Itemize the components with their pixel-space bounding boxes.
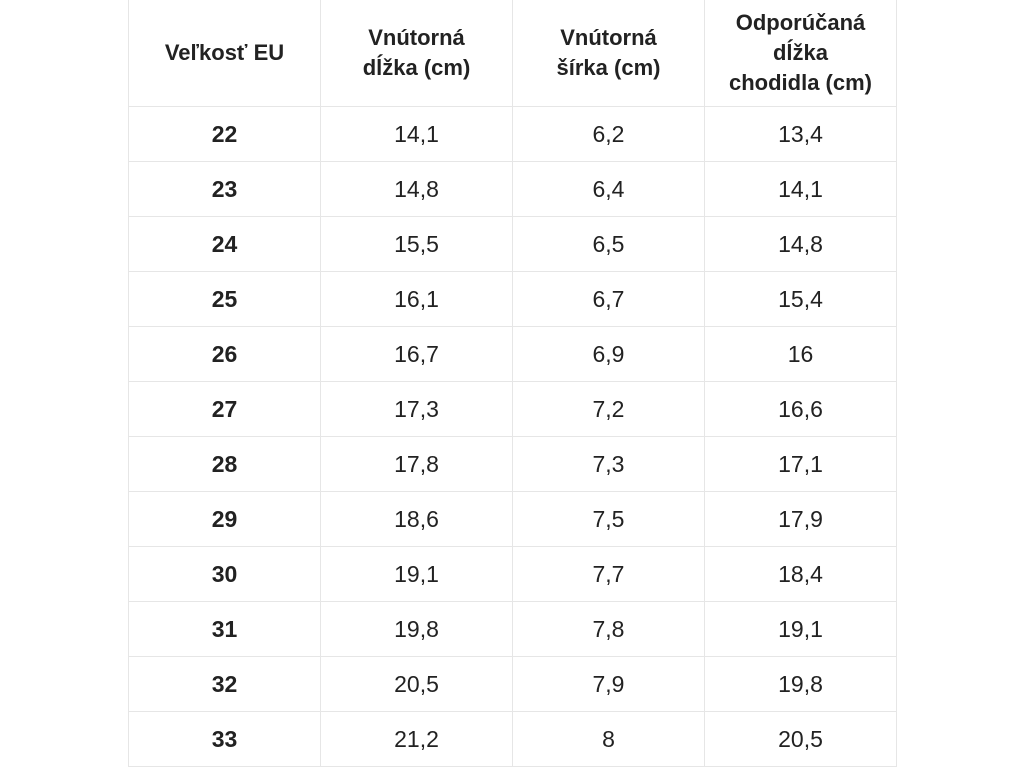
size-cell: 31: [128, 601, 321, 657]
value-cell: 19,1: [320, 546, 513, 602]
table-row: 29 18,6 7,5 17,9: [128, 491, 897, 547]
value-cell: 19,8: [320, 601, 513, 657]
size-table: Veľkosť EU Vnútorná dĺžka (cm) Vnútorná šírk…: [128, 0, 897, 767]
value-cell: 17,3: [320, 381, 513, 437]
value-cell: 15,5: [320, 216, 513, 272]
table-row: 31 19,8 7,8 19,1: [128, 601, 897, 657]
value-cell: 8: [512, 711, 705, 767]
value-cell: 6,4: [512, 161, 705, 217]
value-cell: 16: [704, 326, 897, 382]
value-cell: 17,8: [320, 436, 513, 492]
value-cell: 16,7: [320, 326, 513, 382]
value-cell: 14,1: [320, 106, 513, 162]
table-row: 30 19,1 7,7 18,4: [128, 546, 897, 602]
header-row: Veľkosť EU Vnútorná dĺžka (cm) Vnútorná šírk…: [128, 0, 897, 107]
size-cell: 26: [128, 326, 321, 382]
table-row: 32 20,5 7,9 19,8: [128, 656, 897, 712]
header-cell: Veľkosť EU: [128, 0, 321, 107]
value-cell: 17,9: [704, 491, 897, 547]
value-cell: 6,9: [512, 326, 705, 382]
size-cell: 33: [128, 711, 321, 767]
header-text: Odporúčaná: [735, 10, 866, 35]
value-cell: 20,5: [320, 656, 513, 712]
size-cell: 25: [128, 271, 321, 327]
value-cell: 13,4: [704, 106, 897, 162]
table-row: 22 14,1 6,2 13,4: [128, 106, 897, 162]
value-cell: 20,5: [704, 711, 897, 767]
value-cell: 7,8: [512, 601, 705, 657]
value-cell: 18,6: [320, 491, 513, 547]
header-cell: Odporúčaná dĺžka chodidla (cm): [704, 0, 897, 107]
table-row: 33 21,2 8 20,5: [128, 711, 897, 767]
size-cell: 28: [128, 436, 321, 492]
value-cell: 18,4: [704, 546, 897, 602]
size-cell: 27: [128, 381, 321, 437]
value-cell: 15,4: [704, 271, 897, 327]
header-text: dĺžka (cm): [362, 55, 471, 80]
value-cell: 16,6: [704, 381, 897, 437]
table-row: 28 17,8 7,3 17,1: [128, 436, 897, 492]
value-cell: 7,3: [512, 436, 705, 492]
size-cell: 24: [128, 216, 321, 272]
size-cell: 22: [128, 106, 321, 162]
size-cell: 29: [128, 491, 321, 547]
value-cell: 6,2: [512, 106, 705, 162]
value-cell: 14,1: [704, 161, 897, 217]
header-text: dĺžka: [772, 40, 829, 65]
size-cell: 23: [128, 161, 321, 217]
table-row: 24 15,5 6,5 14,8: [128, 216, 897, 272]
value-cell: 21,2: [320, 711, 513, 767]
header-text: Vnútorná: [560, 25, 657, 50]
table-row: 26 16,7 6,9 16: [128, 326, 897, 382]
value-cell: 14,8: [320, 161, 513, 217]
value-cell: 6,7: [512, 271, 705, 327]
value-cell: 17,1: [704, 436, 897, 492]
table-row: 25 16,1 6,7 15,4: [128, 271, 897, 327]
value-cell: 16,1: [320, 271, 513, 327]
size-cell: 30: [128, 546, 321, 602]
header-text: Vnútorná: [368, 25, 465, 50]
header-cell: Vnútorná dĺžka (cm): [320, 0, 513, 107]
value-cell: 6,5: [512, 216, 705, 272]
value-cell: 7,2: [512, 381, 705, 437]
value-cell: 19,8: [704, 656, 897, 712]
header-text: Veľkosť EU: [164, 40, 285, 65]
value-cell: 7,5: [512, 491, 705, 547]
table-row: 27 17,3 7,2 16,6: [128, 381, 897, 437]
value-cell: 7,7: [512, 546, 705, 602]
size-cell: 32: [128, 656, 321, 712]
header-text: chodidla (cm): [728, 70, 872, 95]
table-row: 23 14,8 6,4 14,1: [128, 161, 897, 217]
value-cell: 19,1: [704, 601, 897, 657]
header-text: šírka (cm): [556, 55, 661, 80]
value-cell: 7,9: [512, 656, 705, 712]
header-cell: Vnútorná šírka (cm): [512, 0, 705, 107]
value-cell: 14,8: [704, 216, 897, 272]
